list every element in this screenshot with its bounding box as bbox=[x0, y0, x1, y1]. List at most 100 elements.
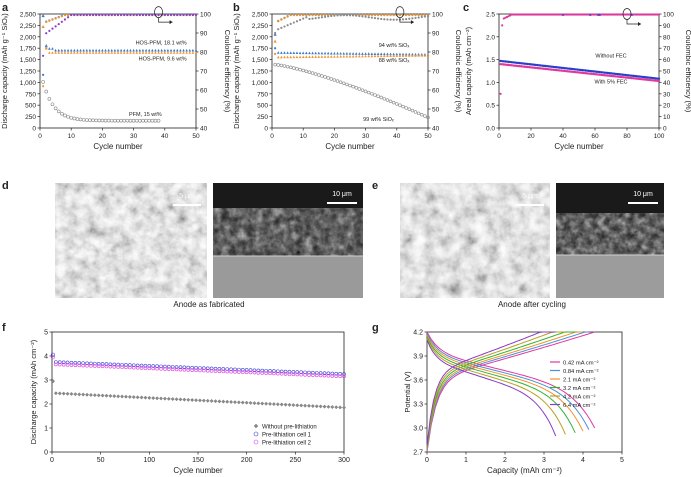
data-point bbox=[154, 51, 157, 54]
y-tick-label: 0 bbox=[264, 126, 268, 133]
data-point bbox=[345, 82, 349, 87]
data-point bbox=[237, 367, 241, 372]
panel-label-e: e bbox=[372, 180, 379, 192]
data-point bbox=[128, 365, 132, 370]
data-point bbox=[364, 52, 367, 55]
ce-point bbox=[91, 13, 95, 17]
data-point bbox=[233, 367, 237, 372]
data-point bbox=[79, 48, 82, 52]
data-point bbox=[376, 52, 380, 56]
ce-point bbox=[649, 13, 653, 16]
data-point bbox=[205, 368, 210, 373]
ce-point bbox=[646, 13, 649, 16]
data-point bbox=[275, 402, 280, 407]
data-point bbox=[134, 118, 139, 123]
data-point bbox=[382, 97, 387, 101]
data-point bbox=[50, 102, 55, 107]
y-tick-label: 3.0 bbox=[413, 426, 423, 433]
data-point bbox=[175, 51, 179, 54]
data-point bbox=[244, 368, 249, 372]
data-point bbox=[155, 364, 159, 369]
data-point bbox=[89, 393, 93, 397]
ce-point bbox=[389, 18, 392, 21]
data-point bbox=[178, 397, 183, 402]
ce-point bbox=[579, 13, 582, 16]
ce-point bbox=[339, 14, 342, 17]
data-point bbox=[81, 363, 85, 368]
data-point bbox=[287, 402, 292, 407]
x-tick-label: 40 bbox=[161, 133, 169, 140]
ce-point bbox=[545, 13, 549, 16]
data-point bbox=[358, 54, 361, 58]
ce-point bbox=[512, 13, 515, 16]
y-tick-label: 1 bbox=[44, 426, 48, 433]
ce-point bbox=[587, 13, 590, 16]
x-axis-label: Cycle number bbox=[93, 142, 143, 151]
data-point bbox=[280, 55, 283, 59]
y-tick-label: 1,000 bbox=[20, 80, 37, 87]
data-point bbox=[151, 364, 156, 368]
ce-point bbox=[308, 17, 311, 21]
data-point bbox=[57, 48, 61, 52]
annotation: Without FEC bbox=[595, 53, 626, 59]
data-point bbox=[151, 366, 156, 371]
y-tick-label: 3.9 bbox=[413, 354, 423, 361]
data-point bbox=[326, 51, 330, 55]
ce-point bbox=[392, 18, 395, 21]
data-point bbox=[360, 88, 365, 92]
x-tick-label: 0 bbox=[497, 133, 501, 140]
ce-point bbox=[553, 13, 557, 16]
annotation: 99 wt% SiOₓ bbox=[363, 117, 394, 123]
data-point bbox=[303, 403, 307, 408]
y-tick-label: 250 bbox=[257, 114, 268, 121]
data-point bbox=[217, 367, 222, 371]
data-point bbox=[298, 55, 302, 59]
data-point bbox=[236, 400, 241, 405]
data-point bbox=[77, 361, 82, 365]
scale-label: 5 μm bbox=[179, 193, 195, 200]
data-point bbox=[104, 51, 107, 54]
data-point bbox=[295, 51, 299, 55]
y-tick-label: 0.5 bbox=[486, 103, 495, 110]
ce-point bbox=[66, 14, 70, 17]
ce-point bbox=[632, 13, 635, 16]
data-point bbox=[185, 48, 188, 52]
data-point bbox=[323, 51, 327, 55]
scale-label: 10 μm bbox=[332, 191, 352, 198]
data-point bbox=[128, 363, 132, 367]
ce-point bbox=[98, 13, 101, 17]
data-point bbox=[423, 114, 427, 118]
annotation: 88 wt% SiOₓ bbox=[379, 58, 410, 64]
data-point bbox=[373, 52, 377, 55]
chart-f: 0 50 100 150 200 250 300 0 1 2 3 4 5 Cycle number Disc… bbox=[29, 330, 350, 476]
ce-point bbox=[274, 52, 277, 56]
x-tick-label: 10 bbox=[300, 133, 308, 140]
x-axis-label: Cycle number bbox=[325, 142, 375, 151]
data-point bbox=[57, 391, 62, 396]
data-point bbox=[54, 48, 57, 52]
data-point bbox=[157, 51, 160, 54]
legend-label: 6.4 mA cm⁻² bbox=[563, 403, 595, 409]
ce-point bbox=[531, 13, 534, 16]
data-point bbox=[342, 374, 346, 379]
ce-point bbox=[561, 13, 565, 16]
ce-point bbox=[582, 13, 585, 16]
data-point bbox=[60, 51, 64, 54]
ce-point bbox=[635, 13, 638, 16]
ce-point bbox=[113, 13, 116, 17]
y-tick-label: 2.5 bbox=[486, 12, 495, 19]
y2-tick-label: 80 bbox=[663, 34, 671, 41]
data-point bbox=[272, 369, 276, 373]
ce-point bbox=[292, 14, 295, 17]
ce-point bbox=[173, 13, 176, 17]
data-point bbox=[172, 48, 176, 52]
ce-point bbox=[42, 85, 45, 88]
data-point bbox=[322, 373, 327, 378]
data-point bbox=[201, 398, 206, 403]
data-point bbox=[54, 362, 58, 367]
data-point bbox=[73, 392, 78, 397]
data-point bbox=[131, 395, 136, 400]
ce-point bbox=[414, 14, 417, 17]
legend-label: 4.2 mA cm⁻² bbox=[563, 394, 595, 400]
data-point bbox=[401, 54, 405, 57]
